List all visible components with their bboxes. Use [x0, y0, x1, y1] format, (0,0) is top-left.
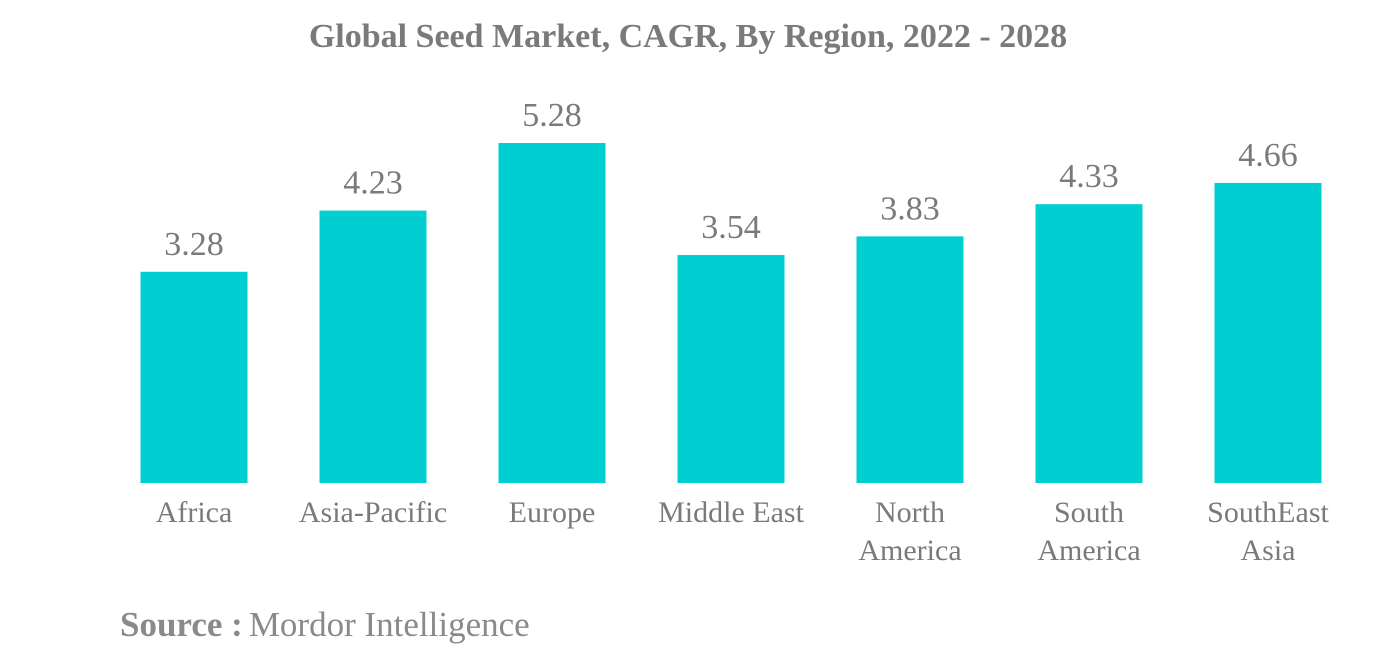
category-label-0-0: Africa	[156, 496, 233, 529]
value-label-4: 3.83	[880, 190, 940, 227]
bar-4	[856, 236, 964, 483]
value-label-6: 4.66	[1238, 137, 1298, 174]
source-label: Source :	[120, 605, 243, 644]
bar-0	[140, 271, 248, 483]
category-label-1-0: Asia-Pacific	[299, 496, 447, 529]
value-label-3: 3.54	[701, 209, 761, 246]
bar-3	[677, 255, 785, 483]
bar-5	[1035, 204, 1143, 483]
category-label-6-0: SouthEast	[1207, 496, 1329, 529]
bar-1	[319, 210, 427, 483]
source-text: Mordor Intelligence	[248, 605, 530, 644]
bar-2	[498, 143, 606, 483]
labels-layer: 3.28 Africa 4.23 Asia-Pacific 5.28 Europe 3.54…	[156, 97, 1330, 567]
bar-6	[1214, 182, 1322, 483]
chart-title: Global Seed Market, CAGR, By Region, 202…	[308, 18, 1068, 55]
category-label-5-1: America	[1037, 534, 1140, 567]
source-line: Source : Mordor Intelligence	[120, 605, 530, 645]
category-label-6-1: Asia	[1241, 534, 1296, 567]
bars-layer	[140, 143, 1322, 483]
value-label-2: 5.28	[522, 97, 582, 134]
bar-chart: 3.28 Africa 4.23 Asia-Pacific 5.28 Europe 3.54…	[140, 97, 1330, 567]
value-label-1: 4.23	[343, 165, 403, 202]
value-label-5: 4.33	[1059, 158, 1119, 195]
category-label-2-0: Europe	[509, 496, 596, 529]
category-label-4-0: North	[875, 496, 945, 529]
category-label-3-0: Middle East	[658, 496, 804, 529]
category-label-5-0: South	[1054, 496, 1124, 529]
category-label-4-1: America	[858, 534, 961, 567]
value-label-0: 3.28	[164, 226, 224, 263]
